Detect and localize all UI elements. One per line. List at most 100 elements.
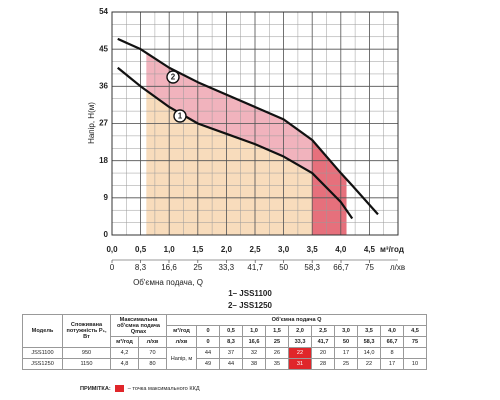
plot-frame	[111, 11, 399, 236]
note-swatch	[114, 385, 124, 392]
table-row: м³/год 0 0,5 1,0 1,5 2,0 2,5 3,0 3,5 4,0 4,5	[23, 325, 428, 337]
table-cell: 22	[357, 358, 382, 370]
area-between	[146, 52, 313, 174]
x2-unit: л/хв	[390, 263, 405, 272]
x2-tick-label: 8,3	[135, 263, 147, 272]
note: ПРИМІТКА: – точка максимального ККД	[80, 385, 200, 392]
table-cell: 950	[62, 347, 111, 359]
y-tick-label: 0	[104, 230, 109, 239]
header-cell: 50	[334, 336, 359, 348]
table-cell: JSS1250	[22, 358, 63, 370]
table-cell: 14,0	[357, 347, 382, 359]
y-tick-label: 36	[99, 81, 108, 90]
area-red	[312, 140, 347, 235]
x-tick-label: 4,0	[335, 245, 347, 254]
x-tick-label: 1,5	[192, 245, 204, 254]
curve-label-circle	[166, 70, 180, 84]
legend-entry: 2– JSS1250	[227, 301, 273, 310]
table-cell: 8	[380, 347, 405, 359]
x-tick-label: 3,0	[278, 245, 290, 254]
table-cell: 1150	[62, 358, 111, 370]
header-cell: м³/год	[166, 325, 198, 337]
header-cell: 0	[196, 325, 221, 337]
header-cell: 58,3	[357, 336, 382, 348]
header-cell: м³/год	[110, 336, 139, 348]
table-cell: 22	[288, 347, 313, 359]
header-cell: 41,7	[311, 336, 336, 348]
header-cell: Споживана потужність P₁, Вт	[62, 314, 111, 348]
x-tick-label: 0,0	[106, 245, 118, 254]
header-cell: 3,0	[334, 325, 359, 337]
header-cell: 33,3	[288, 336, 313, 348]
legend-entry: 1– JSS1100	[228, 289, 272, 298]
x2-tick-label: 75	[365, 263, 374, 272]
header-cell: 3,5	[357, 325, 382, 337]
x2-tick-label: 50	[279, 263, 288, 272]
table-cell	[403, 347, 428, 359]
curve	[117, 37, 379, 216]
table-cell: 25	[334, 358, 359, 370]
table-cell: 4,2	[110, 347, 139, 359]
x-tick-label: 3,5	[307, 245, 319, 254]
table-cell: 35	[265, 358, 290, 370]
curve-label: 2	[171, 73, 176, 82]
x-tick-label: 2,0	[221, 245, 233, 254]
x-tick-label: 1,0	[164, 245, 176, 254]
x2-tick-label: 0	[110, 263, 115, 272]
header-cell: 1,0	[242, 325, 267, 337]
table-row: Модель Споживана потужність P₁, Вт Максима…	[22, 314, 428, 348]
x-tick-label: 2,5	[249, 245, 261, 254]
header-cell: 75	[403, 336, 428, 348]
table-cell: 26	[265, 347, 290, 359]
header-cell: Об'ємна подача Q	[166, 314, 428, 326]
table-cell: 10	[403, 358, 428, 370]
table-cell: 49	[196, 358, 221, 370]
note-label: ПРИМІТКА:	[80, 385, 111, 392]
x2-tick-label: 16,6	[161, 263, 177, 272]
header-cell: 1,5	[265, 325, 290, 337]
x-tick-label: 4,5	[364, 245, 376, 254]
header-cell: 0	[196, 336, 221, 348]
table-cell: 17	[334, 347, 359, 359]
x-axis-label: Об'ємна подача, Q	[133, 278, 203, 287]
grid	[111, 11, 398, 236]
curve-label-circle	[173, 109, 187, 123]
table-cell: 32	[242, 347, 267, 359]
area-under	[146, 90, 313, 236]
x2-tick-label: 33,3	[219, 263, 235, 272]
table-cell: 31	[288, 358, 313, 370]
y-tick-label: 18	[99, 156, 108, 165]
table-cell: 4,8	[110, 358, 139, 370]
curve	[117, 66, 354, 220]
x2-tick-label: 41,7	[247, 263, 263, 272]
table-cell: 17	[380, 358, 405, 370]
header-cell: 16,6	[242, 336, 267, 348]
y-tick-label: 27	[99, 119, 108, 128]
x-tick-label: 0,5	[135, 245, 147, 254]
table-cell: 80	[137, 358, 168, 370]
curve-label: 1	[178, 112, 183, 121]
data-table: Модель Споживана потужність P₁, Вт Максима…	[22, 314, 428, 370]
table-row: JSS1250 1150 4,8 80 49 44 38 35 31 28 25 22 17 10	[22, 358, 428, 370]
header-cell: 2,0	[288, 325, 313, 337]
table-cell: 38	[242, 358, 267, 370]
table-cell: 37	[219, 347, 244, 359]
header-cell: 4,5	[403, 325, 428, 337]
note-text: – точка максимального ККД	[127, 385, 200, 392]
table-cell: 20	[311, 347, 336, 359]
y-axis-label: Напір, H(м)	[87, 102, 96, 144]
header-cell: Модель	[22, 314, 63, 348]
chart: Напір, H(м) Об'ємна подача, Q м³/год л/х…	[87, 7, 405, 287]
x2-tick-label: 25	[193, 263, 202, 272]
y-tick-label: 9	[104, 193, 109, 202]
table-row: JSS1100 950 4,2 70 Напір, м 44 37 32 26 22 20 17 14,…	[22, 347, 428, 370]
fills	[146, 52, 347, 236]
x-unit: м³/год	[380, 245, 404, 254]
x2-tick-label: 58,3	[304, 263, 320, 272]
header-cell: 2,5	[311, 325, 336, 337]
header-cell: 0,5	[219, 325, 244, 337]
header-cell: л/хв	[166, 336, 198, 348]
table-cell: 70	[137, 347, 168, 359]
header-cell: 8,3	[219, 336, 244, 348]
